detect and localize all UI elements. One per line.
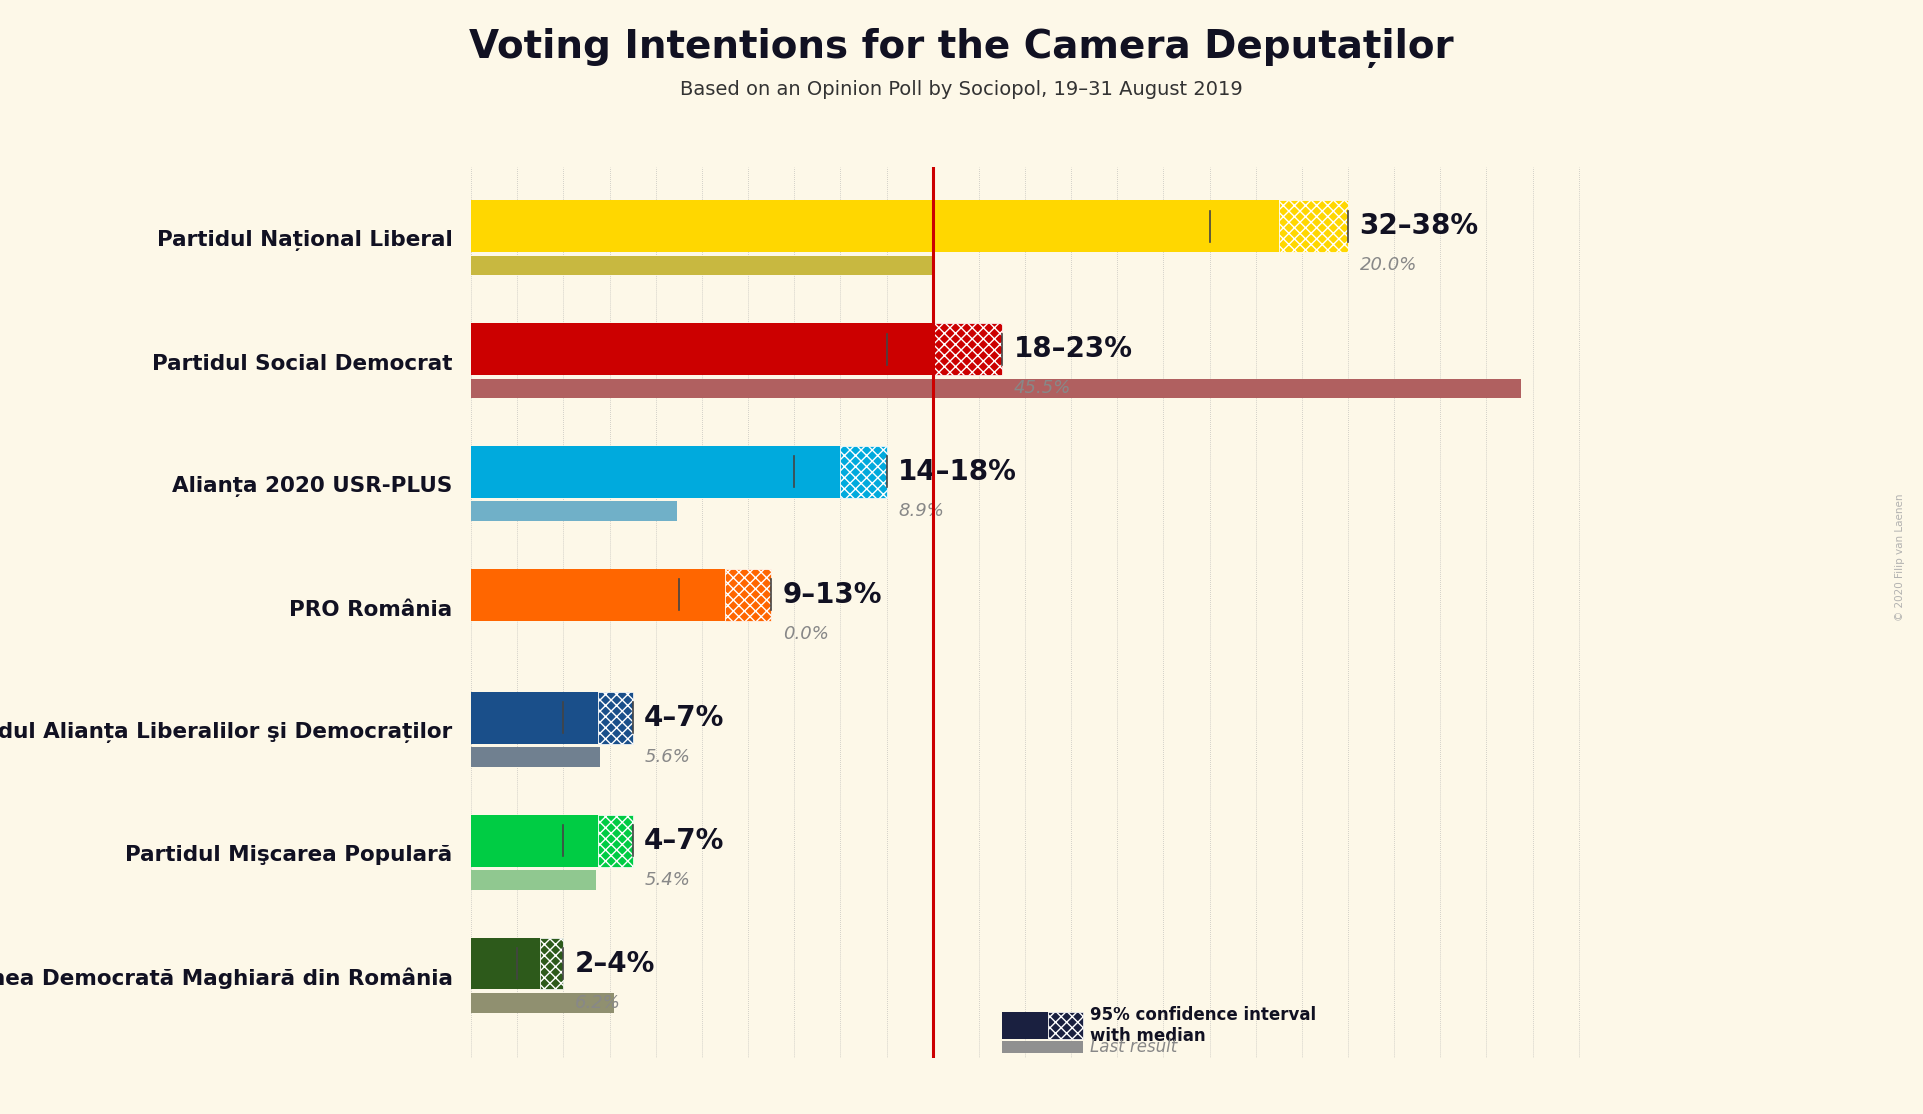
Text: 8.9%: 8.9%: [898, 502, 944, 520]
Bar: [471, 323, 933, 374]
Text: Alianța 2020 USR-PLUS: Alianța 2020 USR-PLUS: [173, 476, 452, 497]
Text: Partidul Național Liberal: Partidul Național Liberal: [158, 231, 452, 252]
Bar: [471, 379, 1521, 398]
Text: © 2020 Filip van Laenen: © 2020 Filip van Laenen: [1894, 494, 1906, 620]
Text: 4–7%: 4–7%: [644, 827, 725, 854]
Bar: [471, 994, 613, 1013]
Text: 45.5%: 45.5%: [1013, 380, 1071, 398]
Text: Voting Intentions for the Camera Deputaților: Voting Intentions for the Camera Deputaț…: [469, 28, 1454, 68]
Text: 9–13%: 9–13%: [783, 580, 883, 609]
Bar: [471, 446, 840, 498]
Bar: [471, 255, 933, 275]
Bar: [471, 747, 600, 766]
Text: 95% confidence interval
with median: 95% confidence interval with median: [1090, 1006, 1315, 1045]
Text: PRO România: PRO România: [290, 599, 452, 619]
Text: 20.0%: 20.0%: [1360, 256, 1417, 274]
Bar: [471, 569, 725, 620]
Text: 5.6%: 5.6%: [644, 749, 690, 766]
Bar: [471, 201, 1279, 252]
Text: 4–7%: 4–7%: [644, 704, 725, 732]
Text: 5.4%: 5.4%: [644, 871, 690, 889]
Bar: [598, 692, 633, 744]
Bar: [1002, 1012, 1048, 1038]
Bar: [725, 569, 771, 620]
Text: Partidul Alianța Liberalilor şi Democraților: Partidul Alianța Liberalilor şi Democraț…: [0, 722, 452, 743]
Bar: [540, 938, 563, 989]
Bar: [1279, 201, 1348, 252]
Text: 18–23%: 18–23%: [1013, 335, 1133, 363]
Text: 6.2%: 6.2%: [575, 994, 621, 1012]
Text: 0.0%: 0.0%: [783, 625, 829, 643]
Bar: [1002, 1042, 1083, 1054]
Bar: [471, 815, 598, 867]
Bar: [471, 870, 596, 890]
Bar: [471, 938, 540, 989]
Text: Uniunea Democrată Maghiară din România: Uniunea Democrată Maghiară din România: [0, 968, 452, 989]
Text: Partidul Mişcarea Populară: Partidul Mişcarea Populară: [125, 846, 452, 866]
Bar: [840, 446, 887, 498]
Text: 14–18%: 14–18%: [898, 458, 1017, 486]
Text: Based on an Opinion Poll by Sociopol, 19–31 August 2019: Based on an Opinion Poll by Sociopol, 19…: [681, 80, 1242, 99]
Bar: [471, 501, 677, 521]
Text: Partidul Social Democrat: Partidul Social Democrat: [152, 354, 452, 374]
Bar: [471, 692, 598, 744]
Text: Last result: Last result: [1090, 1038, 1177, 1056]
Bar: [1048, 1012, 1083, 1038]
Text: 2–4%: 2–4%: [575, 949, 656, 978]
Bar: [933, 323, 1002, 374]
Bar: [598, 815, 633, 867]
Text: 32–38%: 32–38%: [1360, 212, 1479, 241]
